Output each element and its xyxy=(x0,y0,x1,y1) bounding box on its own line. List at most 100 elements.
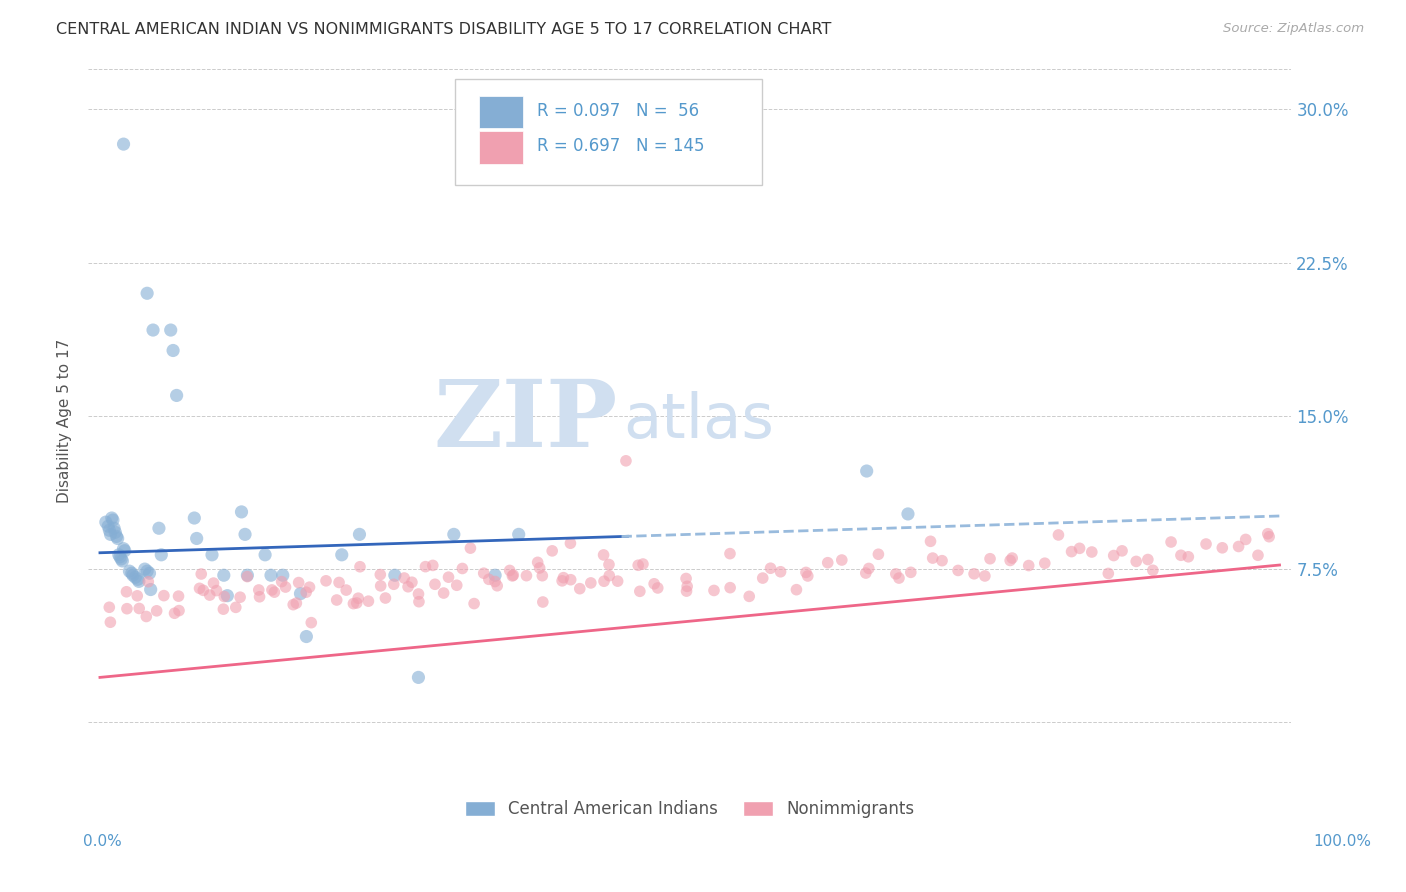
Point xyxy=(676,579,699,593)
Point xyxy=(136,286,159,301)
Point xyxy=(153,589,176,603)
Point xyxy=(128,574,150,589)
Point xyxy=(330,548,353,562)
Point xyxy=(121,566,143,581)
Point xyxy=(718,581,741,595)
Point xyxy=(98,615,121,630)
Point xyxy=(159,323,181,337)
Point xyxy=(105,529,128,543)
Point xyxy=(1160,535,1182,549)
Point xyxy=(831,553,853,567)
Point xyxy=(593,574,616,589)
Point xyxy=(142,323,165,337)
Point xyxy=(598,558,620,572)
Point xyxy=(98,523,121,537)
Point xyxy=(1033,556,1056,570)
Point xyxy=(122,568,145,582)
Point xyxy=(817,556,839,570)
Point xyxy=(162,343,184,358)
Point xyxy=(382,577,405,591)
Point xyxy=(298,580,321,594)
Point xyxy=(1257,526,1279,541)
Point xyxy=(484,568,506,582)
Point xyxy=(214,590,236,604)
Text: atlas: atlas xyxy=(624,391,775,451)
Point xyxy=(769,565,792,579)
Point xyxy=(1018,558,1040,573)
Point xyxy=(127,572,149,586)
Point xyxy=(484,574,506,589)
Point xyxy=(1195,537,1218,551)
Point xyxy=(271,568,294,582)
Point xyxy=(263,585,285,599)
Point xyxy=(290,587,312,601)
Point xyxy=(920,534,942,549)
Point xyxy=(107,532,129,546)
Point xyxy=(502,568,524,582)
Point xyxy=(112,137,135,152)
Point xyxy=(501,569,523,583)
Point xyxy=(422,558,444,573)
Point xyxy=(108,548,131,562)
Point xyxy=(104,525,127,540)
Point xyxy=(274,580,297,594)
Point xyxy=(868,547,890,561)
Text: R = 0.097   N =  56: R = 0.097 N = 56 xyxy=(537,102,699,120)
Point xyxy=(299,615,322,630)
Point xyxy=(1111,544,1133,558)
Point xyxy=(135,609,157,624)
Point xyxy=(887,571,910,585)
Point xyxy=(884,566,907,581)
Point xyxy=(342,597,364,611)
Point xyxy=(134,562,156,576)
Point xyxy=(188,582,211,596)
Point xyxy=(443,527,465,541)
Point xyxy=(150,548,173,562)
Point xyxy=(202,576,225,591)
Point xyxy=(979,551,1001,566)
Point xyxy=(437,570,460,584)
Point xyxy=(357,594,380,608)
Y-axis label: Disability Age 5 to 17: Disability Age 5 to 17 xyxy=(58,339,72,503)
Point xyxy=(1136,552,1159,566)
Point xyxy=(236,568,259,582)
Point xyxy=(423,577,446,591)
Point xyxy=(260,568,283,582)
Text: Source: ZipAtlas.com: Source: ZipAtlas.com xyxy=(1223,22,1364,36)
Point xyxy=(415,559,437,574)
Point xyxy=(198,588,221,602)
Point xyxy=(738,590,761,604)
Point xyxy=(124,570,146,584)
Point xyxy=(606,574,628,589)
Point xyxy=(229,591,252,605)
Point xyxy=(433,586,456,600)
Point xyxy=(145,604,167,618)
Point xyxy=(183,511,205,525)
Point xyxy=(460,541,482,556)
Point xyxy=(295,585,318,599)
Point xyxy=(166,388,188,402)
Point xyxy=(110,552,132,566)
Point xyxy=(759,561,782,575)
Point xyxy=(115,584,138,599)
Point xyxy=(592,548,614,562)
Point xyxy=(614,454,637,468)
Point xyxy=(408,587,430,601)
Point xyxy=(553,571,575,585)
Point xyxy=(115,601,138,615)
Point xyxy=(231,505,253,519)
Legend: Central American Indians, Nonimmigrants: Central American Indians, Nonimmigrants xyxy=(458,794,921,825)
Point xyxy=(100,527,122,541)
Point xyxy=(451,561,474,575)
Point xyxy=(478,572,501,586)
Point xyxy=(167,604,190,618)
Point xyxy=(260,582,283,597)
Point xyxy=(643,576,665,591)
Point xyxy=(205,583,228,598)
Point xyxy=(247,582,270,597)
Point xyxy=(346,596,368,610)
Point xyxy=(370,579,392,593)
Point xyxy=(858,561,880,575)
Point xyxy=(579,576,602,591)
Point xyxy=(703,583,725,598)
